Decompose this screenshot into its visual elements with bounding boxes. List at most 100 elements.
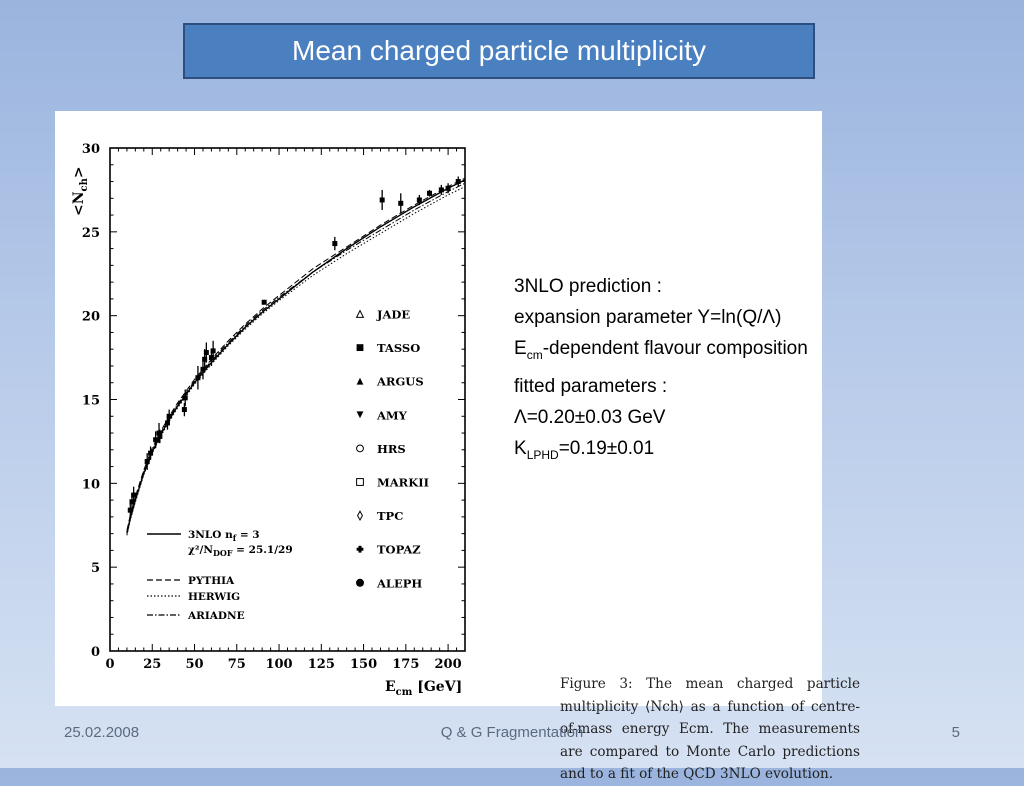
- x-tick-label: 0: [105, 657, 114, 672]
- point-marker: [181, 407, 187, 413]
- data-point: [127, 501, 133, 519]
- legend-marker: [356, 377, 364, 385]
- legend-entry-jade: JADE: [355, 308, 410, 322]
- data-point: [131, 486, 137, 504]
- y-tick-label: 0: [91, 645, 100, 660]
- legend-marker: [356, 545, 364, 553]
- multiplicity-chart: 0 25 50 75 100 125 150 175 200 0 5 10 15 20 25 30 Ecm [G…: [71, 142, 466, 698]
- notes-line-4: fitted parameters :: [514, 375, 668, 397]
- point-marker: [203, 350, 209, 356]
- notes-ecm-rest: -dependent flavour composition: [542, 338, 808, 359]
- data-point: [455, 176, 461, 187]
- data-point: [445, 183, 451, 194]
- point-marker: [166, 413, 172, 419]
- data-point: [203, 342, 209, 363]
- legend-entry-hrs: HRS: [356, 442, 406, 456]
- legend-line-entry: PYTHIA: [147, 575, 235, 587]
- point-marker: [131, 492, 137, 498]
- notes-k-sub: LPHD: [526, 447, 559, 462]
- legend-entry-markii: MARKII: [356, 476, 429, 490]
- x-tick-label: 25: [143, 657, 161, 672]
- point-marker: [156, 430, 162, 436]
- point-marker: [261, 299, 267, 305]
- notes-ecm: E: [514, 338, 527, 359]
- legend-label: TOPAZ: [377, 543, 421, 557]
- notes-k-rest: =0.19±0.01: [558, 437, 655, 459]
- point-marker: [200, 366, 206, 372]
- data-point: [332, 236, 338, 251]
- legend-label: TASSO: [377, 341, 420, 355]
- x-tick-label: 50: [185, 657, 203, 672]
- x-tick-label: 75: [228, 657, 246, 672]
- notes-ecm-sub: cm: [526, 347, 543, 362]
- y-tick-label: 10: [82, 477, 100, 492]
- data-point: [181, 402, 187, 417]
- page-number: 5: [951, 724, 960, 741]
- legend-line-entry: ARIADNE: [147, 610, 245, 622]
- point-marker: [153, 437, 159, 443]
- point-marker: [445, 185, 451, 191]
- notes-line-2: expansion parameter Y=ln(Q/Λ): [514, 307, 782, 328]
- point-marker: [144, 459, 150, 465]
- point-marker: [208, 355, 214, 361]
- legend-label: JADE: [376, 308, 410, 322]
- prediction-notes: 3NLO prediction : expansion parameter Y=…: [514, 271, 914, 471]
- x-tick-label: 200: [435, 657, 462, 672]
- notes-line-1: 3NLO prediction :: [514, 276, 662, 297]
- y-tick-label: 25: [82, 226, 100, 241]
- legend-line-label: HERWIG: [188, 591, 240, 603]
- footer-date: 25.02.2008: [64, 724, 140, 741]
- point-marker: [195, 375, 201, 381]
- point-marker: [129, 499, 135, 505]
- data-point: [195, 365, 201, 390]
- legend-marker: [356, 344, 364, 351]
- legend-line-label: χ²/NDOF = 25.1/29: [188, 544, 293, 558]
- legend-entry-tpc: TPC: [357, 509, 403, 523]
- x-axis-label: Ecm [GeV]: [385, 679, 462, 698]
- legend-label: MARKII: [377, 476, 429, 490]
- data-point: [261, 299, 267, 305]
- point-marker: [455, 179, 461, 185]
- legend-entry-argus: ARGUS: [356, 375, 424, 389]
- point-marker: [157, 433, 163, 439]
- data-point: [200, 359, 206, 380]
- footer-title: Q & G Fragmentation: [440, 724, 584, 741]
- legend-marker-bar: [356, 547, 364, 551]
- notes-line-6: KLPHD=0.19±0.01: [514, 433, 914, 471]
- data-point: [438, 184, 444, 195]
- point-marker: [148, 450, 154, 456]
- point-marker: [416, 197, 422, 203]
- legend-line-label: ARIADNE: [187, 610, 245, 622]
- data-point: [379, 189, 385, 211]
- point-marker: [332, 241, 338, 247]
- legend-marker: [356, 578, 364, 587]
- data-point: [144, 453, 150, 470]
- legend-entry-aleph: ALEPH: [356, 576, 422, 590]
- x-tick-label: 150: [350, 657, 377, 672]
- legend-marker: [356, 444, 364, 453]
- legend-entry-topaz: TOPAZ: [356, 543, 421, 557]
- data-point: [148, 446, 154, 460]
- y-axis-label: <Nch>: [71, 166, 90, 216]
- data-point: [416, 194, 422, 206]
- curve-herwig: [126, 186, 465, 536]
- legend-label: AMY: [376, 408, 408, 422]
- legend-marker: [355, 309, 365, 318]
- legend-entry-tasso: TASSO: [356, 341, 420, 355]
- curve-3nlo: [126, 179, 465, 534]
- legend-marker: [356, 478, 364, 486]
- point-marker: [379, 197, 385, 203]
- legend-line-label: PYTHIA: [188, 575, 235, 587]
- legend-label: HRS: [377, 442, 406, 456]
- y-tick-label: 5: [91, 561, 100, 576]
- notes-k: K: [514, 437, 527, 459]
- point-marker: [398, 200, 404, 206]
- legend-line-entry: χ²/NDOF = 25.1/29: [188, 544, 293, 558]
- slide-title: Mean charged particle multiplicity: [292, 35, 706, 66]
- data-point: [156, 422, 162, 444]
- point-marker: [127, 507, 133, 513]
- slide-title-box: Mean charged particle multiplicity: [183, 23, 815, 79]
- curve-pythia: [126, 177, 465, 531]
- curve-ariadne: [126, 182, 465, 533]
- x-tick-label: 125: [308, 657, 335, 672]
